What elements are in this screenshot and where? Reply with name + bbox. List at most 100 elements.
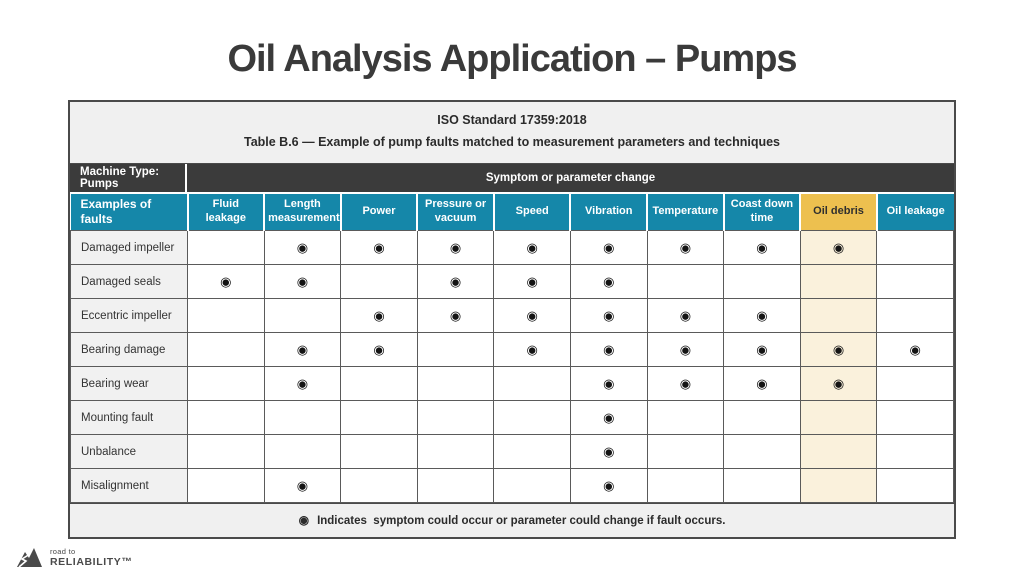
column-header-length-measurement: Length measurement bbox=[263, 193, 341, 231]
logo-text: road to RELIABILITY™ bbox=[50, 547, 132, 568]
empty-cell bbox=[876, 468, 954, 504]
column-header-oil-leakage: Oil leakage bbox=[875, 193, 954, 231]
symptom-marker: ◉ bbox=[416, 264, 495, 300]
symptom-marker: ◉ bbox=[646, 366, 725, 402]
empty-cell bbox=[493, 400, 571, 436]
logo-bottom-line: RELIABILITY™ bbox=[50, 556, 133, 568]
empty-cell bbox=[876, 366, 954, 402]
table-caption: ISO Standard 17359:2018 Table B.6 — Exam… bbox=[70, 102, 954, 164]
symptom-marker: ◉ bbox=[569, 298, 648, 334]
empty-cell bbox=[723, 468, 801, 504]
symptom-marker: ◉ bbox=[569, 434, 648, 470]
empty-cell bbox=[876, 298, 954, 334]
empty-cell bbox=[493, 434, 571, 470]
column-header-coast-down-time: Coast down time bbox=[722, 193, 801, 231]
fault-label: Damaged seals bbox=[70, 264, 188, 300]
symptom-marker: ◉ bbox=[263, 264, 342, 300]
empty-cell bbox=[263, 298, 342, 334]
table-row: Bearing damage ◉ ◉ ◉ ◉ ◉ ◉ ◉ ◉ bbox=[70, 332, 954, 368]
page-title: Oil Analysis Application – Pumps bbox=[227, 38, 797, 80]
table-row: Eccentric impeller ◉ ◉ ◉ ◉ ◉ ◉ bbox=[70, 298, 954, 334]
table-row: Damaged impeller ◉ ◉ ◉ ◉ ◉ ◉ ◉ ◉ bbox=[70, 230, 954, 266]
empty-cell bbox=[340, 264, 418, 300]
empty-cell bbox=[187, 298, 265, 334]
column-header-examples-of-faults: Examples of faults bbox=[70, 193, 188, 231]
column-header-fluid-leakage: Fluid leakage bbox=[186, 193, 265, 231]
empty-cell bbox=[799, 434, 878, 470]
empty-cell bbox=[340, 468, 418, 504]
empty-cell bbox=[263, 400, 342, 436]
fault-label: Mounting fault bbox=[70, 400, 188, 436]
symptom-marker: ◉ bbox=[646, 298, 725, 334]
faults-matrix: Examples of faults Fluid leakage Length me… bbox=[70, 193, 954, 504]
empty-cell bbox=[876, 264, 954, 300]
empty-cell bbox=[340, 400, 418, 436]
column-header-pressure-or-vacuum: Pressure or vacuum bbox=[416, 193, 494, 231]
empty-cell bbox=[646, 434, 725, 470]
road-to-reliability-logo: road to RELIABILITY™ bbox=[16, 547, 132, 568]
symptom-marker: ◉ bbox=[876, 332, 954, 368]
empty-cell bbox=[187, 366, 265, 402]
empty-cell bbox=[340, 434, 418, 470]
empty-cell bbox=[340, 366, 418, 402]
empty-cell bbox=[799, 298, 878, 334]
table-row: Mounting fault ◉ bbox=[70, 400, 954, 436]
table-b6-line: Table B.6 — Example of pump faults match… bbox=[243, 134, 781, 149]
machine-type-label: Machine Type: Pumps bbox=[70, 163, 187, 192]
mountain-road-icon bbox=[17, 548, 42, 568]
column-header-oil-debris: Oil debris bbox=[799, 193, 877, 231]
fault-label: Damaged impeller bbox=[70, 230, 188, 266]
symptom-marker: ◉ bbox=[799, 230, 878, 266]
symptom-marker: ◉ bbox=[799, 366, 878, 402]
fault-label: Bearing wear bbox=[70, 366, 188, 402]
empty-cell bbox=[646, 264, 725, 300]
symptom-marker: ◉ bbox=[569, 400, 648, 436]
symptom-marker: ◉ bbox=[493, 264, 571, 300]
empty-cell bbox=[263, 434, 342, 470]
symptom-marker: ◉ bbox=[493, 230, 571, 266]
symptom-marker: ◉ bbox=[416, 230, 495, 266]
table-row: Misalignment ◉ ◉ bbox=[70, 468, 954, 504]
empty-cell bbox=[723, 400, 801, 436]
fault-label: Misalignment bbox=[70, 468, 188, 504]
empty-cell bbox=[646, 400, 725, 436]
iso-standard-line: ISO Standard 17359:2018 bbox=[437, 113, 587, 127]
symptom-marker: ◉ bbox=[569, 332, 648, 368]
logo-top-line: road to bbox=[50, 547, 76, 556]
empty-cell bbox=[799, 468, 878, 504]
fisheye-marker: ◉ bbox=[298, 513, 310, 528]
empty-cell bbox=[723, 434, 801, 470]
empty-cell bbox=[187, 400, 265, 436]
table-row: Bearing wear ◉ ◉ ◉ ◉ ◉ bbox=[70, 366, 954, 402]
symptom-marker: ◉ bbox=[723, 230, 801, 266]
empty-cell bbox=[876, 434, 954, 470]
symptom-marker: ◉ bbox=[340, 332, 418, 368]
column-header-temperature: Temperature bbox=[646, 193, 724, 231]
fault-label: Bearing damage bbox=[70, 332, 188, 368]
column-header-speed: Speed bbox=[492, 193, 571, 231]
column-header-power: Power bbox=[339, 193, 418, 231]
symptom-marker: ◉ bbox=[493, 332, 571, 368]
symptom-marker: ◉ bbox=[723, 366, 801, 402]
symptom-marker: ◉ bbox=[569, 264, 648, 300]
empty-cell bbox=[416, 400, 495, 436]
fault-label: Unbalance bbox=[70, 434, 188, 470]
symptom-marker: ◉ bbox=[569, 468, 648, 504]
empty-cell bbox=[187, 230, 265, 266]
symptom-marker: ◉ bbox=[569, 230, 648, 266]
symptom-marker: ◉ bbox=[263, 366, 342, 402]
symptom-marker: ◉ bbox=[569, 366, 648, 402]
table-footnote: ◉ Indicates symptom could occur or parame… bbox=[70, 503, 954, 538]
symptom-marker: ◉ bbox=[646, 332, 725, 368]
empty-cell bbox=[187, 434, 265, 470]
footnote-text: Indicates symptom could occur or paramet… bbox=[317, 515, 726, 528]
symptom-marker: ◉ bbox=[187, 264, 265, 300]
symptom-marker: ◉ bbox=[416, 298, 495, 334]
empty-cell bbox=[799, 400, 878, 436]
symptom-marker: ◉ bbox=[263, 230, 342, 266]
table-subheader-band: Machine Type: Pumps Symptom or parameter… bbox=[70, 163, 954, 194]
symptom-marker: ◉ bbox=[340, 230, 418, 266]
empty-cell bbox=[646, 468, 725, 504]
column-header-vibration: Vibration bbox=[569, 193, 648, 231]
